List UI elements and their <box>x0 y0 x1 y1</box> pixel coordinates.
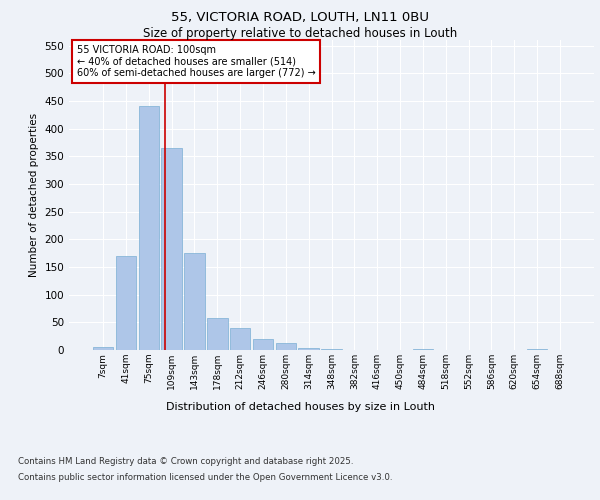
Text: Distribution of detached houses by size in Louth: Distribution of detached houses by size … <box>166 402 434 412</box>
Text: Contains public sector information licensed under the Open Government Licence v3: Contains public sector information licen… <box>18 472 392 482</box>
Text: Size of property relative to detached houses in Louth: Size of property relative to detached ho… <box>143 28 457 40</box>
Bar <box>275 344 296 350</box>
Bar <box>253 339 273 350</box>
Bar <box>93 346 113 350</box>
Bar <box>321 349 342 350</box>
Text: 55 VICTORIA ROAD: 100sqm
← 40% of detached houses are smaller (514)
60% of semi-: 55 VICTORIA ROAD: 100sqm ← 40% of detach… <box>77 44 316 78</box>
Bar <box>184 253 205 350</box>
Bar <box>161 148 182 350</box>
Bar <box>207 318 227 350</box>
Y-axis label: Number of detached properties: Number of detached properties <box>29 113 39 277</box>
Bar <box>116 256 136 350</box>
Bar <box>230 328 250 350</box>
Bar <box>298 348 319 350</box>
Text: Contains HM Land Registry data © Crown copyright and database right 2025.: Contains HM Land Registry data © Crown c… <box>18 458 353 466</box>
Bar <box>139 106 159 350</box>
Text: 55, VICTORIA ROAD, LOUTH, LN11 0BU: 55, VICTORIA ROAD, LOUTH, LN11 0BU <box>171 11 429 24</box>
